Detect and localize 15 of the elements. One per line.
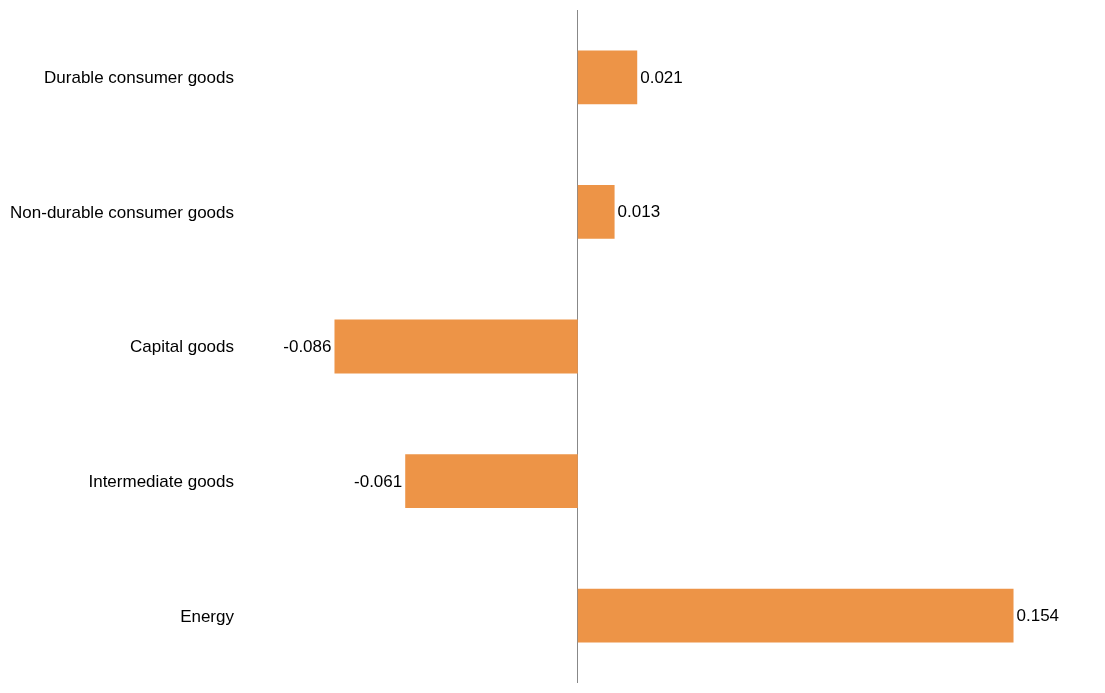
data-label: 0.021 bbox=[640, 67, 683, 87]
y-tick-label: Energy bbox=[180, 606, 235, 626]
y-tick-label: Durable consumer goods bbox=[44, 68, 234, 88]
y-tick-label: Capital goods bbox=[130, 337, 234, 357]
data-label: -0.086 bbox=[283, 337, 332, 356]
y-tick-label: Intermediate goods bbox=[88, 472, 234, 492]
bar bbox=[405, 454, 578, 509]
y-tick-label: Non-durable consumer goods bbox=[10, 202, 234, 222]
bar bbox=[334, 319, 578, 374]
data-label: 0.154 bbox=[1016, 606, 1060, 626]
data-label: 0.013 bbox=[617, 202, 661, 222]
bar bbox=[577, 588, 1014, 643]
bar bbox=[577, 50, 638, 105]
data-label: -0.061 bbox=[354, 471, 403, 491]
bar bbox=[577, 184, 615, 239]
